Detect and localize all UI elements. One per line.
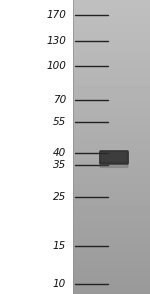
Text: 70: 70: [53, 95, 66, 105]
Text: 130: 130: [46, 36, 66, 46]
FancyBboxPatch shape: [100, 162, 128, 167]
Text: 15: 15: [53, 240, 66, 250]
Bar: [72, 0, 150, 294]
Text: 40: 40: [53, 148, 66, 158]
Text: 10: 10: [53, 279, 66, 289]
Bar: [0, 0, 72, 294]
FancyBboxPatch shape: [100, 151, 128, 164]
Text: 170: 170: [46, 10, 66, 20]
Text: 35: 35: [53, 160, 66, 170]
Text: 100: 100: [46, 61, 66, 71]
Text: 55: 55: [53, 117, 66, 127]
Text: 25: 25: [53, 192, 66, 202]
